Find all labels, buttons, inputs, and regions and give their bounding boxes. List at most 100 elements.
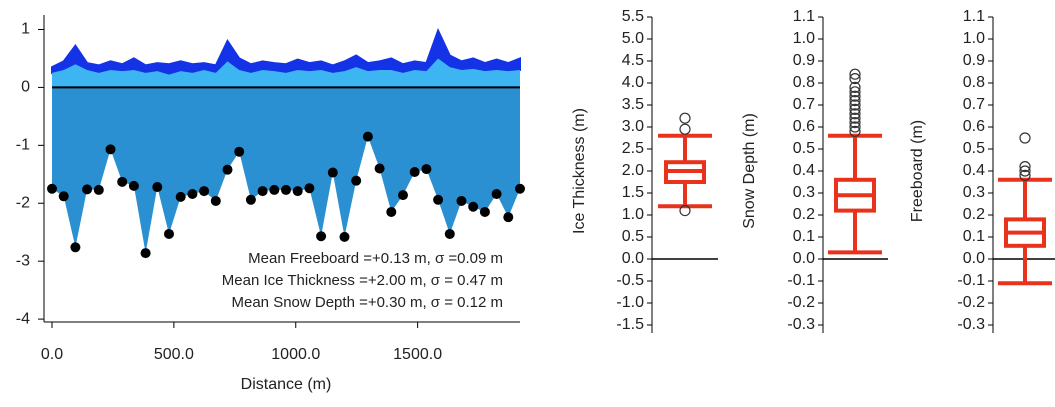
ice-bottom-point xyxy=(362,131,373,142)
ice-bottom-point xyxy=(245,194,256,205)
snow-area xyxy=(51,28,521,76)
ice-bottom-point xyxy=(515,183,525,194)
y-axis-label: Ice Thickness (m) xyxy=(571,108,588,234)
outlier xyxy=(849,81,861,94)
y-tick-label: 0.6 xyxy=(793,118,815,135)
y-tick-label: 1.0 xyxy=(622,206,644,223)
outlier xyxy=(1019,161,1031,173)
ice-bottom-point xyxy=(304,183,315,194)
y-tick-label: 0.2 xyxy=(793,206,815,223)
y-tick-label: 0.4 xyxy=(963,162,985,179)
ice-bottom-point xyxy=(316,231,327,242)
ice-bottom-point xyxy=(140,248,151,259)
outlier xyxy=(679,112,691,124)
ice-bottom-point xyxy=(164,228,174,239)
ice-bottom-point xyxy=(351,175,362,186)
y-tick-label: -0.1 xyxy=(787,272,815,289)
y-tick-label: -1.5 xyxy=(616,316,644,333)
y-tick-label: 0.7 xyxy=(793,96,815,113)
ice-bottom-point xyxy=(128,180,139,191)
y-tick-label: 0.8 xyxy=(963,74,985,91)
ice-bottom-point xyxy=(234,146,245,157)
ice-bottom-point xyxy=(374,163,385,174)
outlier xyxy=(849,121,861,133)
outlier xyxy=(1019,165,1031,177)
outlier xyxy=(849,108,861,120)
y-tick-label: 1.1 xyxy=(963,8,985,25)
ice-bottom-point xyxy=(269,184,280,195)
ice-bottom-point xyxy=(210,195,221,206)
ice-bottom-point xyxy=(152,182,163,193)
y-tick-label: 0.1 xyxy=(793,228,815,245)
y-tick-label: 0.7 xyxy=(963,96,985,113)
y-tick-label: 0.0 xyxy=(622,250,644,267)
ice-bottom-point xyxy=(222,164,233,175)
ice-bottom-point xyxy=(327,167,338,178)
y-tick-label: -0.1 xyxy=(957,272,985,289)
ice-bottom-point xyxy=(479,206,490,217)
ice-bottom-point xyxy=(398,190,408,201)
y-tick-label: 0.0 xyxy=(963,250,985,267)
y-tick-label: 0.0 xyxy=(793,250,815,267)
y-tick-label: -0.2 xyxy=(787,294,815,311)
ice-bottom-point xyxy=(468,201,479,212)
outlier xyxy=(849,72,861,85)
x-axis-label: Distance (m) xyxy=(241,376,332,393)
outlier xyxy=(1019,169,1031,181)
y-axis-label: Snow Depth (m) xyxy=(741,113,758,229)
y-tick-label: 0.9 xyxy=(963,52,985,69)
ice-bottom-point xyxy=(503,212,514,223)
y-axis-label: Freeboard (m) xyxy=(909,120,926,222)
y-tick-label: 1.5 xyxy=(622,184,644,201)
y-tick-label: 4.0 xyxy=(622,74,644,91)
y-tick-label: -0.3 xyxy=(787,316,815,333)
outlier xyxy=(1019,132,1031,144)
freeboard-area xyxy=(52,58,520,88)
y-tick-label: 0.1 xyxy=(963,228,985,245)
ice-bottom-point xyxy=(339,231,350,242)
ice-bottom-point xyxy=(421,164,432,175)
y-tick-label: 1.0 xyxy=(793,30,815,47)
x-tick-label: 0.0 xyxy=(41,346,63,363)
y-tick-label: -2 xyxy=(16,194,30,211)
annotation: Mean Freeboard =+0.13 m, σ =0.09 m xyxy=(248,250,503,267)
ice-bottom-point xyxy=(444,228,455,239)
y-tick-label: 0 xyxy=(21,79,30,96)
annotation: Mean Ice Thickness =+2.00 m, σ = 0.47 m xyxy=(222,272,503,289)
ice-bottom-point xyxy=(281,184,291,195)
x-tick-label: 1500.0 xyxy=(393,346,442,363)
y-tick-label: 0.5 xyxy=(793,140,815,157)
ice-bottom-point xyxy=(58,191,69,202)
outlier xyxy=(849,112,861,124)
ice-bottom-point xyxy=(187,188,198,199)
y-tick-label: 3.0 xyxy=(622,118,644,135)
ice-bottom-point xyxy=(257,186,268,197)
y-tick-label: 0.2 xyxy=(963,206,985,223)
outlier xyxy=(849,125,861,137)
y-tick-label: 2.0 xyxy=(622,162,644,179)
y-tick-label: 0.8 xyxy=(793,74,815,91)
ice-bottom-point xyxy=(175,191,186,202)
outlier xyxy=(849,86,861,98)
outlier xyxy=(679,205,691,217)
ice-bottom-point xyxy=(82,184,93,195)
ice-area xyxy=(52,87,520,254)
ice-bottom-point xyxy=(70,242,81,253)
x-tick-label: 1000.0 xyxy=(271,346,320,363)
ice-bottom-point xyxy=(433,194,444,205)
outlier xyxy=(849,103,861,116)
y-tick-label: 0.5 xyxy=(963,140,985,157)
y-tick-label: -0.2 xyxy=(957,294,985,311)
y-tick-label: 2.5 xyxy=(622,140,644,157)
x-tick-label: 500.0 xyxy=(154,346,194,363)
ice-bottom-point xyxy=(105,144,116,155)
y-tick-label: 0.4 xyxy=(793,162,815,179)
ice-bottom-point xyxy=(292,186,303,197)
y-tick-label: -1 xyxy=(16,137,30,154)
y-tick-label: 5.5 xyxy=(622,8,644,25)
y-tick-label: -4 xyxy=(16,310,30,327)
ice-bottom-point xyxy=(409,166,420,177)
y-tick-label: -1.0 xyxy=(616,294,644,311)
y-tick-label: 1 xyxy=(21,21,30,38)
y-tick-label: 1.0 xyxy=(963,30,985,47)
